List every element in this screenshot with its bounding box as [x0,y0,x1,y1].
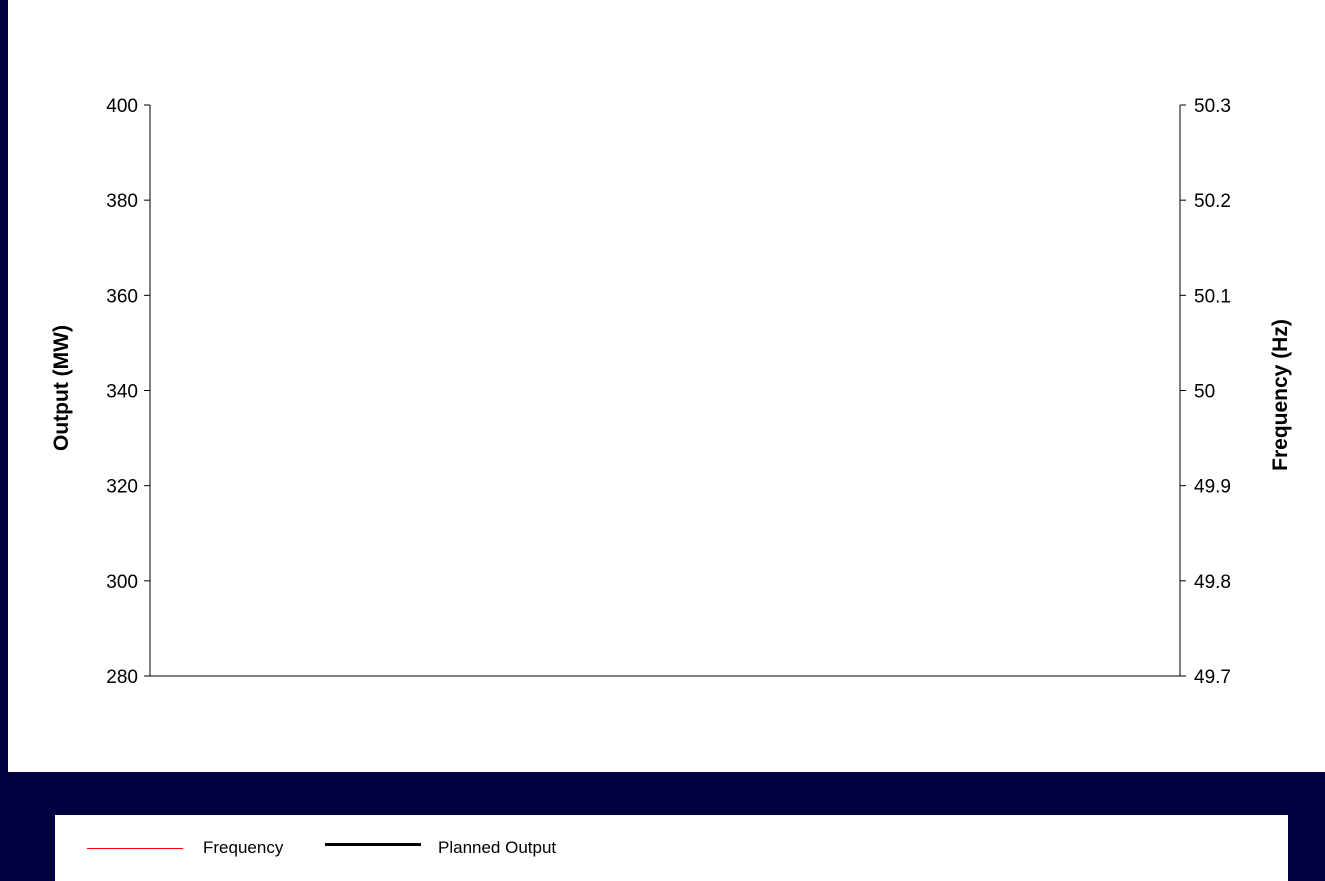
y-right-tick-label: 50.3 [1194,96,1231,117]
y-left-tick-label: 360 [106,286,138,307]
y-left-tick-label: 280 [106,667,138,688]
y-right-tick-label: 50.2 [1194,191,1231,212]
legend-item-frequency: Frequency [87,815,283,881]
legend-swatch-frequency [87,847,183,849]
axes: 280 300 320 340 360 380 400 49.7 49.8 49.9 50 50.1 5… [106,96,1231,688]
legend-item-planned-output: Planned Output [325,815,556,881]
y-right-tick-label: 50.1 [1194,286,1231,307]
y-right-tick-label: 50 [1194,382,1215,403]
plot-panel [8,0,1325,772]
y-left-axis-title: Output (MW) [50,325,73,451]
y-left-tick-label: 380 [106,191,138,212]
legend: Frequency Planned Output [55,815,1288,881]
y-left-tick-label: 300 [106,572,138,593]
y-right-tick-label: 49.7 [1194,667,1231,688]
y-right-axis-title: Frequency (Hz) [1269,319,1292,471]
y-left-tick-label: 400 [106,96,138,117]
legend-label-frequency: Frequency [203,838,284,857]
y-right-tick-label: 49.9 [1194,477,1231,498]
y-left-tick-label: 320 [106,477,138,498]
y-left-tick-label: 340 [106,382,138,403]
legend-label-planned-output: Planned Output [438,838,557,857]
legend-swatch-planned-output [325,842,421,846]
y-right-tick-label: 49.8 [1194,572,1231,593]
